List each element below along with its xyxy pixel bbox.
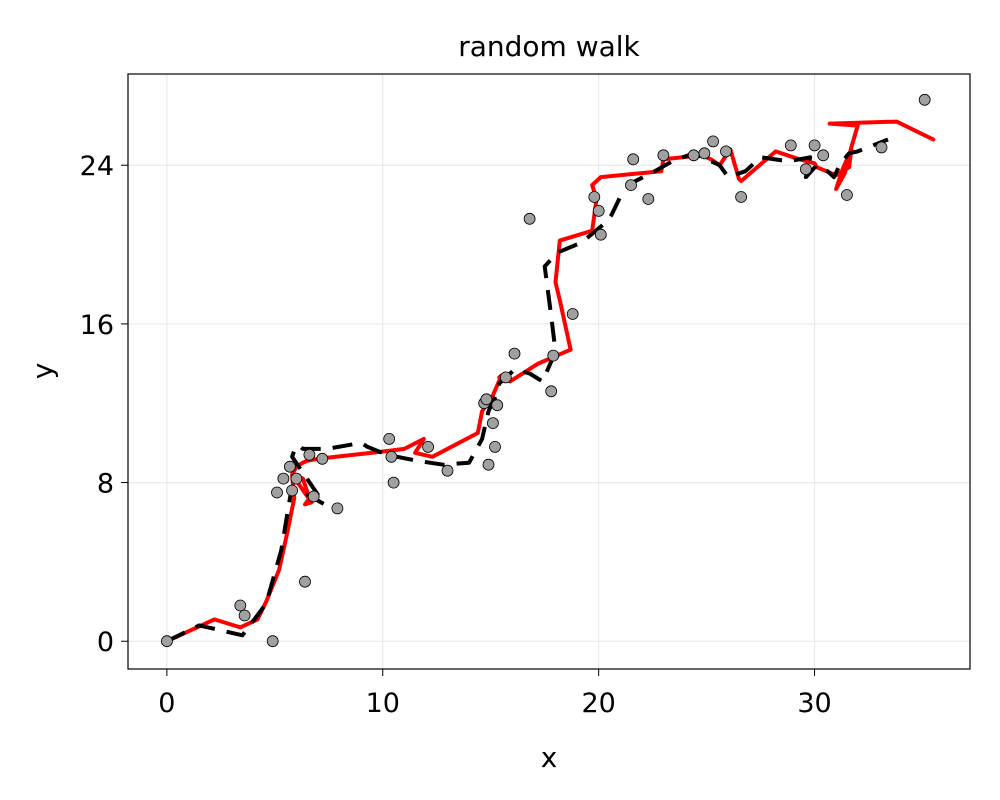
- y-tick-label: 24: [80, 151, 114, 182]
- x-tick-label: 30: [797, 688, 831, 719]
- scatter-point: [687, 149, 700, 162]
- scatter-point: [277, 472, 290, 485]
- scatter-point: [491, 399, 504, 412]
- scatter-point: [499, 371, 512, 384]
- scatter-point: [480, 393, 493, 406]
- scatter-point: [290, 472, 303, 485]
- dashed-series-line: [166, 137, 889, 643]
- scatter-point: [784, 139, 797, 152]
- x-tick-label: 10: [366, 688, 400, 719]
- scatter-point: [486, 417, 499, 430]
- scatter-point: [234, 599, 247, 612]
- scatter-point: [271, 486, 283, 499]
- scatter-point: [657, 149, 670, 162]
- scatter-point: [588, 191, 601, 203]
- scatter-point: [523, 212, 536, 225]
- scatter-point: [808, 139, 821, 152]
- scatter-point: [266, 635, 279, 648]
- scatter-point: [422, 440, 435, 453]
- scatter-point: [508, 347, 521, 360]
- scatter-point: [331, 502, 344, 515]
- plot-frame: [127, 73, 971, 670]
- scatter-point: [642, 193, 655, 205]
- chart-title: random walk: [458, 30, 640, 63]
- scatter-point: [707, 135, 719, 148]
- y-tick-label: 16: [80, 310, 114, 341]
- scatter-point: [841, 189, 853, 201]
- scatter-point: [592, 204, 605, 217]
- y-tick-label: 8: [97, 469, 114, 500]
- scatter-point: [735, 191, 747, 203]
- scatter-point: [545, 385, 558, 398]
- x-axis-label: x: [541, 741, 558, 774]
- scatter-point: [283, 460, 296, 473]
- scatter-point: [385, 450, 398, 463]
- scatter-point: [489, 440, 501, 453]
- y-axis-label: y: [26, 363, 59, 380]
- scatter-point: [286, 484, 299, 497]
- scatter-point: [817, 149, 830, 162]
- scatter-point: [303, 448, 316, 461]
- scatter-point: [299, 575, 311, 588]
- scatter-point: [482, 458, 495, 471]
- scatter-point: [875, 141, 888, 154]
- scatter-point: [441, 464, 454, 477]
- scatter-point: [594, 228, 607, 241]
- tick-layer: 0 10 20 30 0 8 16 24: [80, 151, 832, 719]
- scatter-point: [387, 476, 400, 489]
- x-tick-label: 0: [158, 688, 175, 719]
- scatter-point: [627, 153, 640, 166]
- scatter-point: [238, 609, 251, 622]
- scatter-point: [160, 635, 173, 648]
- scatter-point: [698, 147, 711, 160]
- scatter-point: [566, 308, 579, 320]
- scatter-point: [800, 163, 812, 176]
- series-layer: [160, 93, 936, 648]
- y-tick-label: 0: [97, 627, 114, 658]
- scatter-point: [547, 349, 560, 362]
- x-tick-label: 20: [581, 688, 615, 719]
- scatter-point: [307, 490, 320, 503]
- scatter-point: [918, 93, 931, 106]
- scatter-point: [383, 432, 396, 445]
- scatter-point: [720, 145, 732, 158]
- scatter-point: [316, 452, 329, 465]
- scatter-point: [625, 179, 637, 192]
